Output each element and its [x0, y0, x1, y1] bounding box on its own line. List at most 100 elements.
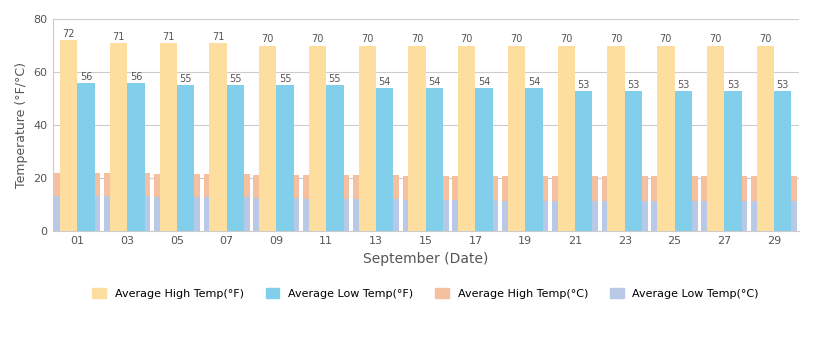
- Text: 12.1: 12.1: [365, 188, 387, 198]
- Bar: [227, 85, 244, 231]
- Text: 20.9: 20.9: [515, 165, 536, 175]
- Bar: [77, 83, 95, 231]
- Text: 55: 55: [329, 74, 341, 84]
- Bar: [154, 197, 200, 231]
- Text: 53: 53: [727, 80, 740, 90]
- Text: 13.5: 13.5: [66, 185, 88, 194]
- Bar: [353, 199, 399, 231]
- Text: 11.5: 11.5: [614, 190, 636, 200]
- Text: 11.5: 11.5: [714, 190, 735, 200]
- Text: 21.0: 21.0: [415, 165, 437, 174]
- Bar: [452, 201, 499, 231]
- Bar: [476, 88, 493, 231]
- Text: 20.9: 20.9: [764, 165, 785, 175]
- Text: 56: 56: [129, 72, 142, 82]
- Text: 21.5: 21.5: [216, 163, 237, 173]
- Bar: [525, 88, 543, 231]
- Text: 11.5: 11.5: [515, 190, 536, 200]
- Bar: [458, 46, 476, 231]
- Bar: [725, 91, 742, 231]
- Text: 11.5: 11.5: [764, 190, 785, 200]
- Text: 72: 72: [62, 29, 75, 39]
- Bar: [55, 173, 100, 231]
- Text: 55: 55: [179, 74, 192, 84]
- Text: 12.8: 12.8: [216, 186, 237, 197]
- Bar: [602, 176, 647, 231]
- Y-axis label: Temperature (°F/°C): Temperature (°F/°C): [15, 62, 28, 188]
- Bar: [353, 176, 399, 231]
- Text: 53: 53: [777, 80, 789, 90]
- Bar: [303, 175, 349, 231]
- Bar: [403, 200, 449, 231]
- Text: 21.7: 21.7: [166, 163, 188, 173]
- Text: 22.1: 22.1: [66, 162, 88, 172]
- Text: 70: 70: [660, 34, 672, 45]
- Bar: [376, 88, 393, 231]
- Text: 53: 53: [677, 80, 690, 90]
- Bar: [127, 83, 144, 231]
- Bar: [508, 46, 525, 231]
- Bar: [408, 46, 426, 231]
- Text: 53: 53: [578, 80, 590, 90]
- Bar: [177, 85, 194, 231]
- Text: 54: 54: [528, 77, 540, 87]
- Text: 20.9: 20.9: [465, 165, 486, 175]
- Bar: [751, 201, 797, 231]
- Bar: [558, 46, 575, 231]
- Text: 13.2: 13.2: [116, 185, 138, 195]
- Bar: [253, 175, 300, 231]
- Bar: [259, 46, 276, 231]
- Text: 70: 70: [610, 34, 622, 45]
- Bar: [309, 46, 326, 231]
- Bar: [701, 201, 747, 231]
- Bar: [426, 88, 443, 231]
- Bar: [602, 201, 647, 231]
- Text: 71: 71: [162, 32, 174, 42]
- Bar: [701, 176, 747, 231]
- Bar: [359, 46, 376, 231]
- Bar: [303, 199, 349, 231]
- Bar: [110, 43, 127, 231]
- Bar: [403, 176, 449, 231]
- Text: 70: 70: [411, 34, 423, 45]
- Legend: Average High Temp(°F), Average Low Temp(°F), Average High Temp(°C), Average Low : Average High Temp(°F), Average Low Temp(…: [88, 284, 764, 303]
- Text: 11.7: 11.7: [465, 189, 486, 199]
- Bar: [652, 176, 697, 231]
- Text: 56: 56: [80, 72, 92, 82]
- Bar: [707, 46, 725, 231]
- Text: 11.9: 11.9: [415, 189, 437, 199]
- Bar: [154, 174, 200, 231]
- Text: 21.9: 21.9: [116, 162, 138, 172]
- Bar: [326, 85, 344, 231]
- X-axis label: September (Date): September (Date): [363, 252, 488, 266]
- Text: 55: 55: [229, 74, 242, 84]
- Bar: [60, 40, 77, 231]
- Bar: [55, 195, 100, 231]
- Text: 21.3: 21.3: [266, 164, 287, 174]
- Text: 54: 54: [428, 77, 441, 87]
- Bar: [757, 46, 774, 231]
- Text: 21.1: 21.1: [365, 164, 387, 174]
- Bar: [552, 176, 598, 231]
- Bar: [652, 201, 697, 231]
- Text: 21.0: 21.0: [564, 165, 586, 174]
- Text: 71: 71: [112, 32, 124, 42]
- Text: 20.9: 20.9: [614, 165, 636, 175]
- Bar: [625, 91, 642, 231]
- Text: 70: 70: [560, 34, 573, 45]
- Text: 54: 54: [478, 77, 491, 87]
- Text: 71: 71: [212, 32, 224, 42]
- Bar: [502, 176, 549, 231]
- Bar: [276, 85, 294, 231]
- Bar: [203, 198, 250, 231]
- Bar: [104, 197, 150, 231]
- Text: 70: 70: [710, 34, 722, 45]
- Bar: [253, 198, 300, 231]
- Text: 70: 70: [311, 34, 324, 45]
- Bar: [452, 176, 499, 231]
- Text: 20.9: 20.9: [714, 165, 735, 175]
- Bar: [774, 91, 792, 231]
- Text: 11.5: 11.5: [564, 190, 586, 200]
- Text: 70: 70: [759, 34, 772, 45]
- Text: 13.0: 13.0: [166, 186, 188, 196]
